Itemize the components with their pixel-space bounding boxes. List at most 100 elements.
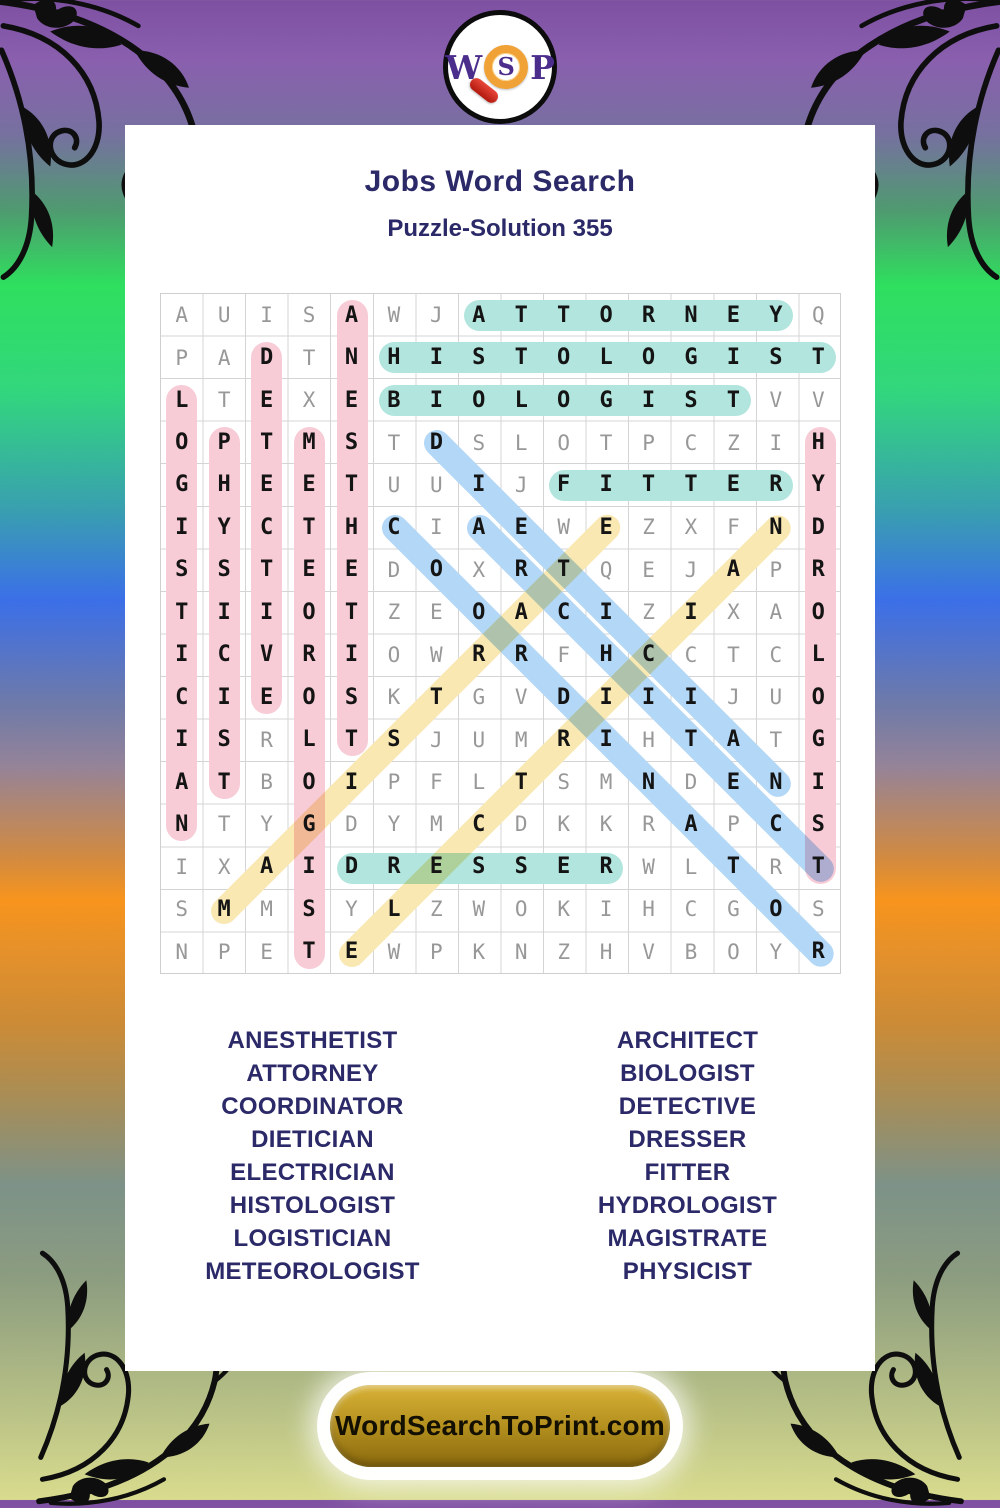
solution-highlight-meteorologist — [293, 427, 325, 970]
grid-cell: S — [387, 727, 401, 753]
grid-cell: T — [684, 727, 698, 753]
grid-cell: I — [599, 684, 613, 710]
grid-cell: E — [726, 302, 741, 328]
grid-cell: N — [344, 345, 359, 371]
word-list-item: ELECTRICIAN — [230, 1159, 395, 1186]
grid-cell: N — [769, 769, 783, 795]
grid-cell: D — [387, 557, 401, 582]
solution-highlight-biologist — [379, 384, 751, 416]
grid-cell: V — [642, 939, 655, 964]
grid-cell: T — [769, 727, 783, 752]
grid-cell: T — [302, 345, 316, 370]
grid-cell: I — [726, 345, 741, 371]
grid-cell: E — [259, 472, 274, 498]
grid-cell: C — [684, 642, 698, 667]
grid-cell: S — [175, 557, 189, 583]
grid-cell: S — [217, 727, 231, 753]
grid-cell: C — [684, 430, 698, 455]
grid-cell: T — [811, 345, 825, 371]
grid-cell: X — [472, 557, 486, 582]
grid-cell: P — [727, 812, 740, 837]
grid-cell: M — [514, 727, 528, 752]
grid-cell: T — [302, 514, 316, 540]
grid-cell: T — [599, 430, 613, 455]
grid-cell: S — [811, 897, 825, 922]
grid-cell: L — [302, 727, 316, 753]
grid-cell: T — [514, 345, 528, 371]
grid-cell: I — [429, 387, 443, 413]
grid-cell: E — [344, 939, 359, 965]
grid-cell: Y — [769, 939, 783, 964]
grid-cell: E — [557, 854, 571, 880]
grid-cell: T — [726, 854, 741, 880]
grid-cell: T — [387, 430, 401, 455]
grid-cell: R — [811, 557, 825, 583]
grid-cell: O — [599, 302, 613, 328]
logo-letter-s: S — [497, 52, 515, 81]
grid-cell: G — [727, 897, 740, 922]
grid-cell: D — [811, 514, 825, 540]
grid-cell: R — [387, 854, 401, 880]
solution-highlight-dresser — [336, 853, 623, 885]
grid-cell: O — [514, 897, 528, 922]
grid-cell: M — [430, 812, 443, 837]
grid-cell: F — [727, 515, 740, 540]
grid-cell: J — [430, 303, 443, 328]
grid-cell: A — [769, 600, 783, 625]
grid-cell: C — [769, 642, 783, 667]
grid-cell: P — [769, 557, 783, 582]
grid-cell: R — [557, 727, 571, 753]
grid-cell: Z — [387, 600, 401, 625]
grid-cell: I — [472, 472, 486, 498]
grid-cell: M — [302, 430, 316, 456]
grid-cell: R — [599, 854, 613, 880]
grid-cell: C — [557, 599, 571, 625]
grid-cell: X — [684, 515, 698, 540]
grid-cell: L — [599, 345, 613, 371]
grid-cell: N — [769, 514, 783, 540]
grid-cell: B — [387, 387, 401, 413]
grid-cell: L — [514, 387, 528, 413]
grid-cell: A — [175, 303, 189, 328]
grid-cell: X — [217, 854, 231, 879]
grid-cell: U — [387, 472, 401, 497]
grid-cell: I — [217, 599, 231, 625]
grid-cell: I — [344, 642, 359, 668]
word-list-item: ARCHITECT — [616, 1027, 759, 1054]
word-list-item: PHYSICIST — [622, 1258, 753, 1285]
grid-cell: T — [344, 472, 359, 498]
grid-cell: I — [260, 303, 273, 328]
grid-cell: S — [472, 345, 486, 371]
word-list-item: HYDROLOGIST — [597, 1192, 778, 1219]
grid-cell: L — [387, 896, 401, 922]
grid-cell: T — [259, 430, 274, 456]
word-list-item: COORDINATOR — [221, 1093, 404, 1120]
grid-cell: Y — [769, 302, 783, 328]
grid-cell: L — [811, 642, 825, 668]
grid-cell: X — [302, 388, 316, 413]
grid-cell: J — [727, 685, 740, 710]
grid-cell: T — [217, 812, 231, 837]
grid-cell: A — [344, 302, 359, 328]
word-list-item: DIETICIAN — [251, 1126, 374, 1153]
grid-cell: F — [430, 770, 443, 795]
grid-cell: A — [217, 345, 231, 370]
word-list-right-column: ARCHITECT BIOLOGIST DETECTIVE DRESSER FITTER… — [500, 1024, 875, 1288]
grid-cell: E — [599, 514, 613, 540]
grid-cell: C — [472, 811, 486, 837]
grid-cell: W — [387, 303, 401, 328]
grid-cell: T — [217, 388, 231, 413]
grid-cell: R — [472, 642, 486, 668]
grid-cell: A — [472, 514, 486, 540]
grid-cell: T — [641, 472, 656, 498]
grid-cell: O — [769, 896, 783, 922]
grid-cell: O — [175, 430, 189, 456]
grid-cell: T — [557, 557, 571, 583]
grid-cell: H — [599, 642, 613, 668]
grid-cell: E — [344, 557, 359, 583]
grid-cell: S — [302, 896, 316, 922]
site-link-button[interactable]: WordSearchToPrint.com — [330, 1385, 670, 1467]
grid-cell: M — [217, 896, 231, 922]
grid-cell: I — [259, 599, 274, 625]
